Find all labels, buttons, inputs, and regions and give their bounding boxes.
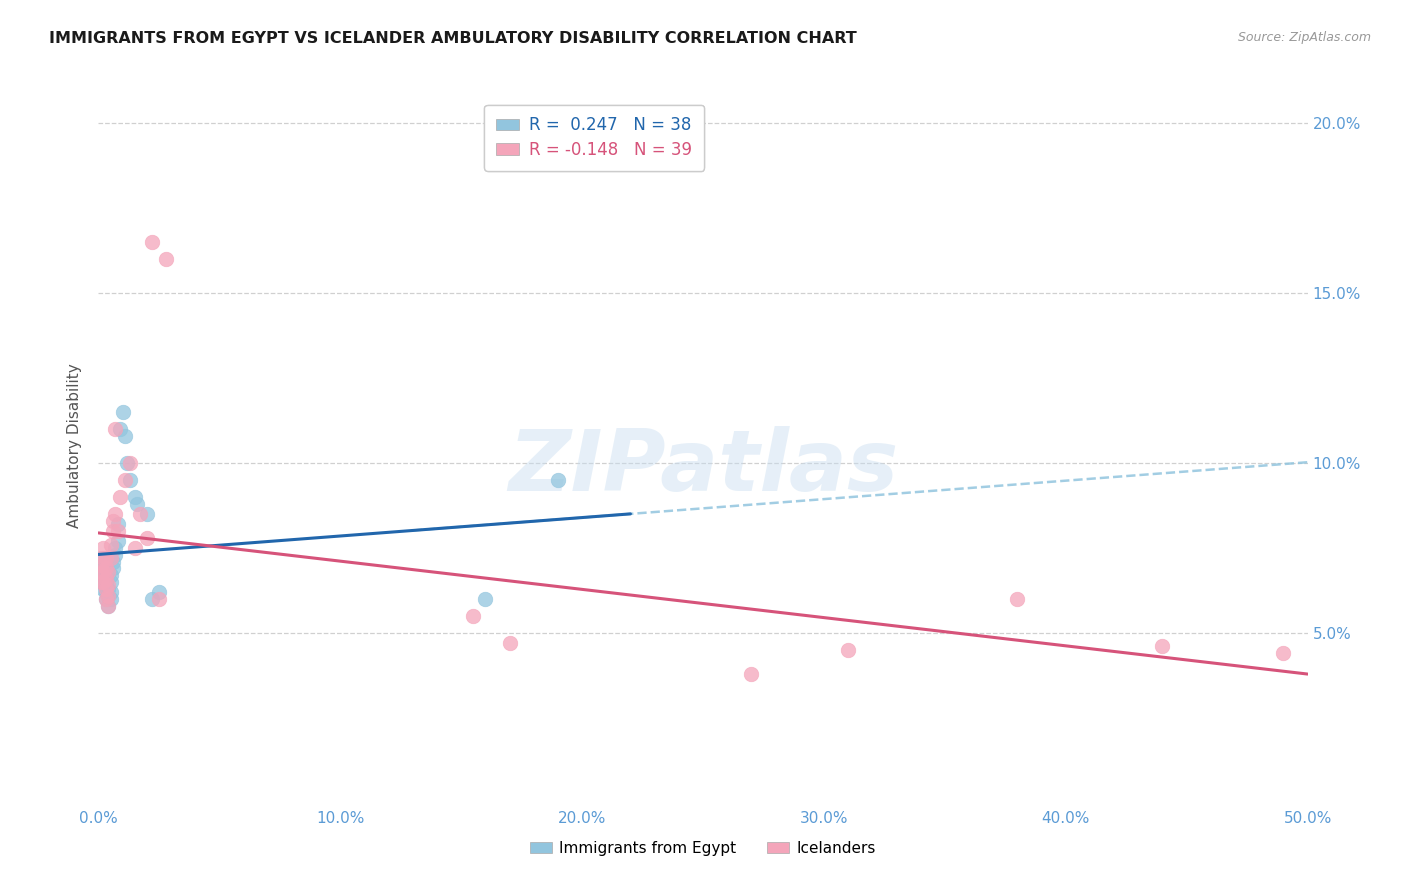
Legend: Immigrants from Egypt, Icelanders: Immigrants from Egypt, Icelanders: [524, 835, 882, 862]
Point: [94, 591, 117, 606]
Point: [107, 517, 129, 532]
Point: [498, 636, 520, 650]
Point: [104, 548, 127, 562]
Point: [94, 572, 117, 586]
Point: [90, 561, 112, 575]
Point: [90, 568, 112, 582]
Point: [97, 582, 120, 596]
Point: [94, 585, 117, 599]
Point: [141, 591, 163, 606]
Point: [104, 422, 127, 436]
Point: [91, 565, 114, 579]
Y-axis label: Ambulatory Disability: Ambulatory Disability: [67, 364, 83, 528]
Point: [100, 591, 122, 606]
Point: [107, 524, 129, 538]
Point: [100, 551, 122, 566]
Point: [1272, 646, 1295, 660]
Point: [114, 473, 136, 487]
Point: [124, 541, 146, 555]
Point: [128, 507, 150, 521]
Point: [124, 490, 146, 504]
Text: ZIPatlas: ZIPatlas: [508, 425, 898, 509]
Point: [547, 473, 569, 487]
Point: [90, 574, 112, 589]
Point: [107, 534, 129, 549]
Point: [108, 422, 131, 436]
Point: [91, 541, 114, 555]
Point: [97, 599, 120, 613]
Point: [101, 524, 124, 538]
Point: [94, 572, 117, 586]
Point: [740, 666, 762, 681]
Point: [91, 574, 114, 589]
Point: [90, 574, 112, 589]
Point: [117, 456, 139, 470]
Point: [148, 585, 170, 599]
Point: [118, 473, 141, 487]
Point: [100, 585, 122, 599]
Point: [100, 568, 122, 582]
Point: [90, 558, 112, 572]
Point: [94, 561, 117, 575]
Point: [148, 591, 170, 606]
Point: [97, 589, 120, 603]
Text: IMMIGRANTS FROM EGYPT VS ICELANDER AMBULATORY DISABILITY CORRELATION CHART: IMMIGRANTS FROM EGYPT VS ICELANDER AMBUL…: [49, 31, 858, 46]
Point: [837, 643, 859, 657]
Point: [104, 541, 127, 555]
Point: [94, 578, 117, 592]
Legend: R =  0.247   N = 38, R = -0.148   N = 39: R = 0.247 N = 38, R = -0.148 N = 39: [484, 104, 704, 170]
Point: [463, 608, 485, 623]
Point: [135, 531, 157, 545]
Point: [118, 456, 141, 470]
Point: [155, 252, 177, 266]
Point: [1152, 640, 1174, 654]
Point: [94, 582, 117, 596]
Point: [91, 582, 114, 596]
Point: [91, 574, 114, 589]
Point: [94, 591, 117, 606]
Point: [90, 551, 112, 566]
Point: [97, 578, 120, 592]
Text: Source: ZipAtlas.com: Source: ZipAtlas.com: [1237, 31, 1371, 45]
Point: [141, 235, 163, 249]
Point: [108, 490, 131, 504]
Point: [100, 574, 122, 589]
Point: [135, 507, 157, 521]
Point: [97, 599, 120, 613]
Point: [111, 405, 134, 419]
Point: [114, 429, 136, 443]
Point: [91, 565, 114, 579]
Point: [104, 507, 127, 521]
Point: [97, 565, 120, 579]
Point: [91, 558, 114, 572]
Point: [90, 565, 112, 579]
Point: [91, 551, 114, 566]
Point: [474, 591, 496, 606]
Point: [1007, 591, 1029, 606]
Point: [100, 537, 122, 551]
Point: [101, 514, 124, 528]
Point: [101, 555, 124, 569]
Point: [97, 589, 120, 603]
Point: [101, 561, 124, 575]
Point: [127, 497, 149, 511]
Point: [94, 551, 117, 566]
Point: [90, 565, 112, 579]
